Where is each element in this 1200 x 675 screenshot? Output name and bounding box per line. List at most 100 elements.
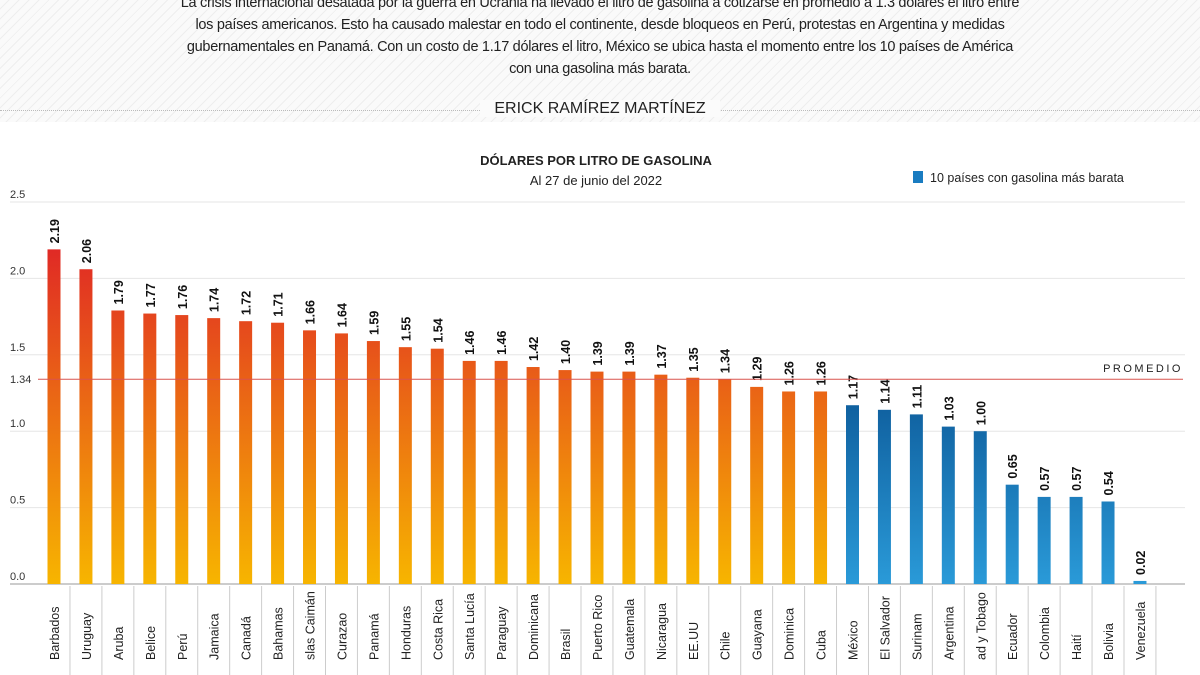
value-label: 1.11 [910, 385, 924, 409]
category-label: slas Caimán [304, 591, 318, 660]
value-label: 1.74 [208, 288, 222, 312]
bar [814, 391, 828, 584]
value-label: 1.76 [176, 285, 190, 309]
bar [782, 391, 796, 584]
value-label: 1.77 [144, 283, 158, 307]
category-label: México [847, 620, 861, 660]
category-label: EE.UU [687, 622, 701, 660]
bar [494, 360, 508, 584]
y-tick-label: 2.5 [10, 189, 25, 201]
bar [558, 370, 572, 584]
bar [622, 371, 636, 584]
bar [366, 341, 380, 584]
bar [686, 377, 700, 584]
bar [430, 348, 444, 584]
bar [1005, 484, 1019, 584]
bar [303, 330, 317, 584]
value-label: 1.35 [687, 347, 701, 371]
value-label: 1.03 [942, 396, 956, 420]
value-label: 1.14 [878, 379, 892, 403]
bar [398, 347, 412, 584]
value-label: 1.29 [751, 357, 765, 381]
category-label: Surinam [910, 613, 924, 660]
category-label: Dominica [783, 608, 797, 660]
value-label: 2.06 [80, 239, 94, 263]
value-label: 1.39 [623, 341, 637, 365]
value-label: 1.46 [463, 331, 477, 355]
y-tick-label: 2.0 [10, 265, 25, 277]
value-label: 1.72 [240, 291, 254, 315]
category-label: Haití [1070, 634, 1084, 660]
category-label: Uruguay [80, 612, 94, 660]
value-label: 1.37 [655, 344, 669, 368]
bar [909, 414, 923, 584]
value-label: 1.54 [431, 318, 445, 342]
bar [239, 321, 253, 584]
bar [750, 386, 764, 584]
bar [1101, 501, 1115, 584]
category-label: Perú [176, 634, 190, 660]
category-label: Honduras [399, 606, 413, 660]
bar [1069, 496, 1083, 584]
category-label: Bolivia [1102, 623, 1116, 660]
author-byline: ERICK RAMÍREZ MARTÍNEZ [480, 100, 720, 117]
intro-text: La crisis internacional desatada por la … [180, 0, 1020, 77]
value-label: 1.79 [112, 280, 126, 304]
category-label: Guatemala [623, 599, 637, 660]
category-label: Puerto Rico [591, 595, 605, 660]
category-label: Belice [144, 626, 158, 660]
y-tick-label: 1.5 [10, 342, 25, 354]
value-label: 1.66 [304, 300, 318, 324]
category-label: Argentina [942, 606, 956, 660]
category-label: Chile [719, 631, 733, 660]
value-label: 1.42 [527, 337, 541, 361]
chart-subtitle: Al 27 de junio del 2022 [530, 173, 662, 188]
value-label: 1.55 [399, 317, 413, 341]
bar [47, 249, 61, 585]
chart-title: DÓLARES POR LITRO DE GASOLINA [480, 153, 712, 168]
value-label: 2.19 [48, 219, 62, 243]
y-tick-label: 0.5 [10, 495, 25, 507]
y-tick-label: 1.0 [10, 418, 25, 430]
bar [654, 374, 668, 584]
value-label: 1.64 [335, 303, 349, 327]
legend-label: 10 países con gasolina más barata [930, 171, 1124, 185]
bar [175, 315, 189, 584]
bar [718, 379, 732, 584]
bar [334, 333, 348, 584]
category-label: Bahamas [272, 607, 286, 660]
category-label: ad y Tobago [974, 592, 988, 660]
bar [207, 318, 221, 584]
category-label: Cuba [815, 630, 829, 660]
category-label: Jamaica [208, 613, 222, 660]
average-tick-label: 1.34 [10, 374, 31, 386]
category-label: Santa Lucía [463, 593, 477, 660]
value-label: 0.54 [1102, 471, 1116, 495]
average-label: PROMEDIO [1103, 363, 1183, 375]
value-label: 1.71 [272, 292, 286, 316]
category-label: El Salvador [878, 596, 892, 660]
legend-swatch [913, 171, 923, 183]
bar [877, 409, 891, 584]
y-tick-label: 0.0 [10, 571, 25, 583]
bar [462, 360, 476, 584]
category-label: Ecuador [1006, 613, 1020, 660]
bar [846, 405, 859, 584]
bar [590, 371, 604, 584]
category-label: Canadá [240, 616, 254, 660]
category-label: Brasil [559, 629, 573, 660]
value-label: 1.26 [815, 361, 829, 385]
value-label: 0.57 [1070, 467, 1084, 491]
bar [79, 269, 93, 584]
bar [973, 431, 987, 584]
bar [111, 310, 125, 584]
category-label: Costa Rica [431, 599, 445, 660]
value-label: 0.65 [1006, 454, 1020, 478]
value-label: 1.00 [974, 401, 988, 425]
value-label: 0.02 [1134, 551, 1148, 575]
category-label: Nicaragua [655, 603, 669, 660]
category-label: Curazao [335, 613, 349, 660]
category-label: Paraguay [495, 606, 509, 660]
bar [143, 313, 157, 584]
value-label: 0.57 [1038, 467, 1052, 491]
